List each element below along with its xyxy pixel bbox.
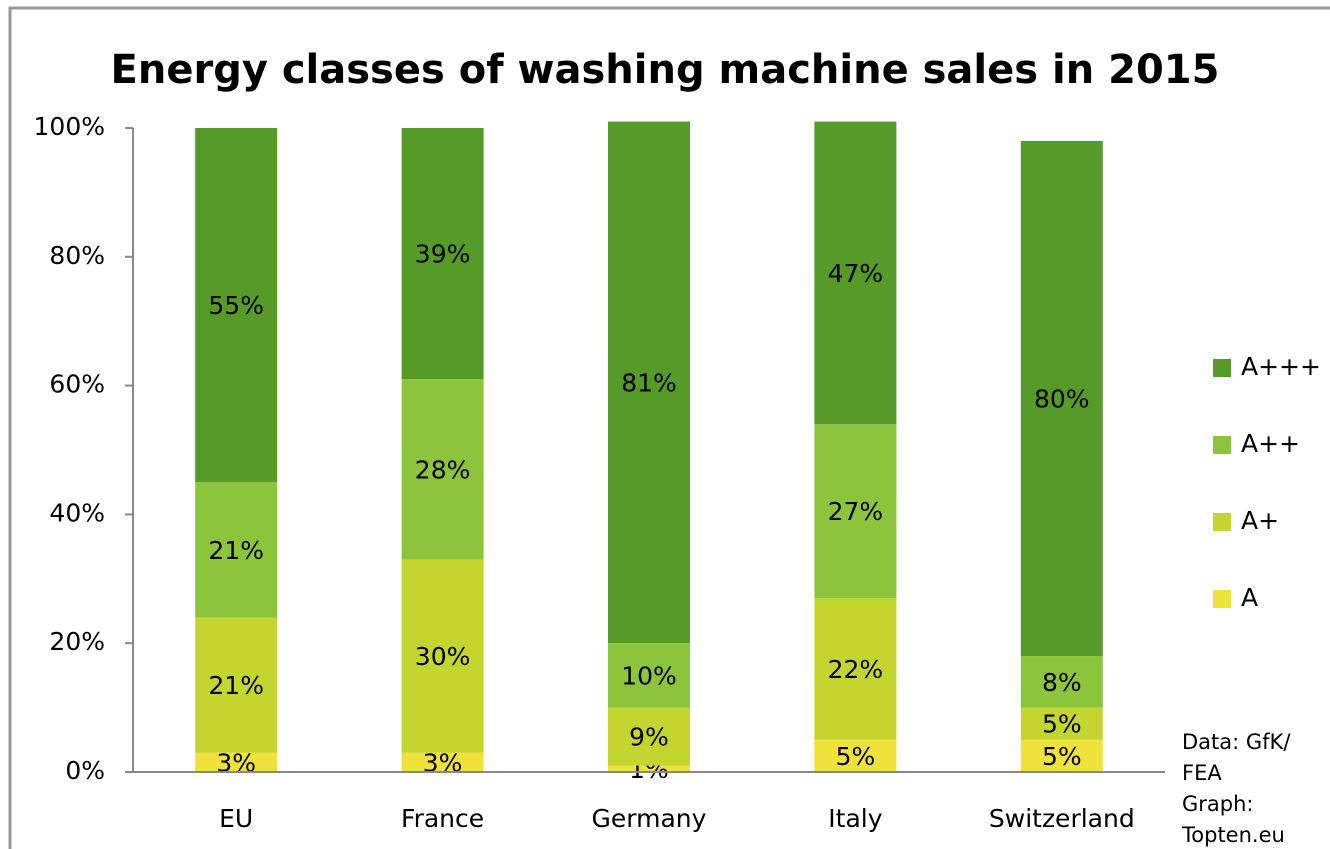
- value-label: 5%: [836, 742, 876, 771]
- x-tick-label: Italy: [828, 804, 882, 833]
- source-note: Topten.eu: [1181, 823, 1285, 847]
- y-tick-label: 100%: [34, 112, 105, 141]
- value-label: 21%: [208, 671, 264, 700]
- y-tick-label: 80%: [49, 241, 105, 270]
- legend-swatch: [1213, 359, 1231, 377]
- bar-segment: [401, 559, 484, 753]
- x-tick-label: France: [401, 804, 484, 833]
- legend-swatch: [1213, 436, 1231, 454]
- value-label: 55%: [208, 291, 264, 320]
- value-label: 81%: [621, 368, 677, 397]
- source-note: Data: GfK/: [1182, 730, 1291, 754]
- bar-segment: [195, 752, 278, 772]
- y-tick-label: 0%: [65, 756, 105, 785]
- source-note: FEA: [1182, 761, 1222, 785]
- bar-segment: [608, 643, 690, 708]
- x-tick-label: EU: [219, 804, 253, 833]
- bar-segment: [401, 379, 484, 560]
- source-note: Graph:: [1182, 792, 1254, 816]
- value-label: 5%: [1042, 742, 1082, 771]
- y-tick-label: 20%: [49, 627, 105, 656]
- value-label: 80%: [1034, 384, 1090, 413]
- legend-swatch: [1213, 590, 1231, 608]
- value-label: 47%: [828, 259, 884, 288]
- bar-segment: [814, 424, 897, 599]
- legend-label: A+: [1241, 506, 1279, 535]
- value-label: 5%: [1042, 710, 1082, 739]
- bar-segment: [608, 765, 690, 772]
- legend-label: A++: [1241, 429, 1300, 458]
- bar-segment: [195, 482, 278, 618]
- bar-segment: [814, 121, 897, 425]
- bar-segment: [1020, 707, 1103, 740]
- bar-segment: [1020, 656, 1103, 708]
- value-label: 9%: [629, 723, 669, 752]
- bar-segment: [401, 752, 484, 772]
- bar-segment: [814, 739, 897, 772]
- legend-swatch: [1213, 513, 1231, 531]
- bar-segment: [608, 121, 690, 644]
- bar-segment: [195, 617, 278, 753]
- bar-segment: [195, 128, 278, 483]
- value-label: 30%: [415, 642, 471, 671]
- bar-segment: [1020, 739, 1103, 772]
- legend-label: A: [1241, 583, 1258, 612]
- value-label: 39%: [415, 240, 471, 269]
- bar-segment: [1020, 140, 1103, 657]
- bar-segment: [401, 128, 484, 380]
- x-tick-label: Germany: [592, 804, 707, 833]
- value-label: 22%: [828, 655, 884, 684]
- y-tick-label: 60%: [49, 370, 105, 399]
- legend-label: A+++: [1241, 352, 1321, 381]
- bar-segment: [608, 707, 690, 766]
- y-tick-label: 40%: [49, 498, 105, 527]
- value-label: 27%: [828, 497, 884, 526]
- value-label: 8%: [1042, 668, 1082, 697]
- bar-segment: [814, 598, 897, 740]
- x-tick-label: Switzerland: [989, 804, 1135, 833]
- chart-title: Energy classes of washing machine sales …: [111, 47, 1220, 93]
- chart-frame: [8, 6, 1330, 849]
- value-label: 10%: [621, 661, 677, 690]
- value-label: 21%: [208, 536, 264, 565]
- value-label: 28%: [415, 455, 471, 484]
